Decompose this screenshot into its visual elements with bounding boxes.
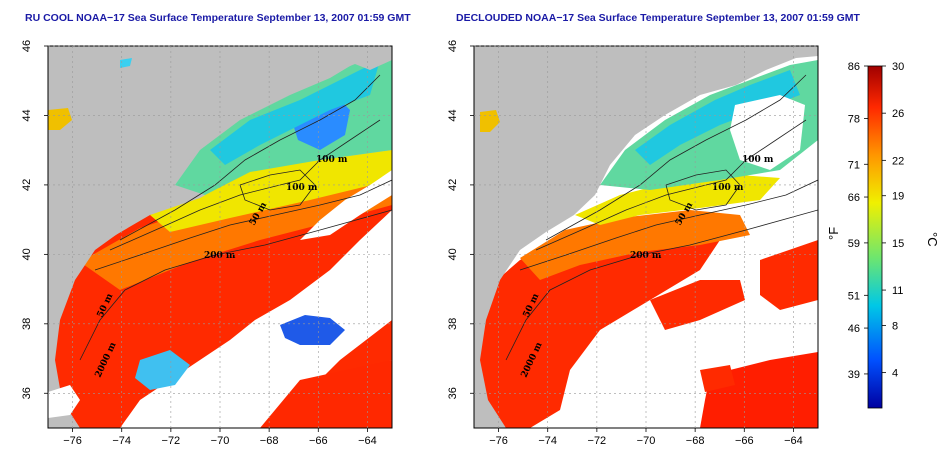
- colorbar-celsius-tick-label: 4: [892, 368, 898, 380]
- colorbar-celsius-tick-label: 19: [892, 191, 904, 203]
- colorbar-fahrenheit-tick-label: 66: [848, 192, 860, 204]
- lon-tick-label: −68: [686, 435, 705, 447]
- ocean-yellow-band: [575, 175, 780, 225]
- lon-tick-label: −64: [784, 435, 803, 447]
- lat-tick-label: 40: [447, 248, 459, 260]
- lat-tick-label: 36: [21, 387, 33, 399]
- cloud-band-1: [120, 210, 392, 428]
- colorbar-fahrenheit-tick-label: 39: [848, 369, 860, 381]
- lon-tick-label: −74: [112, 435, 131, 447]
- land-nova-scotia: [330, 46, 392, 70]
- colorbar-fahrenheit-label: °F: [826, 227, 841, 240]
- lat-tick-label: 38: [447, 318, 459, 330]
- lon-tick-label: −70: [211, 435, 230, 447]
- colorbar-celsius-tick-label: 30: [892, 61, 904, 73]
- cloud-blue-patch: [280, 315, 345, 345]
- lon-tick-label: −66: [309, 435, 328, 447]
- ocean-warm-patch-c: [650, 280, 745, 330]
- colorbar-celsius-tick-label: 11: [892, 285, 903, 297]
- ocean-warm-patch-sw: [700, 365, 735, 392]
- land-small-island-2: [48, 108, 72, 130]
- lat-tick-label: 42: [447, 179, 459, 191]
- contour-line-200m: [519, 179, 818, 271]
- map-panel-left: 100 m 100 m 50 m 200 m 50 m 2000 m: [47, 45, 393, 429]
- contour-line-2000m: [79, 209, 392, 361]
- lat-tick-label: 42: [21, 179, 33, 191]
- ocean-declouded-gap: [730, 95, 805, 170]
- graticule-gridlines: [44, 45, 818, 432]
- ocean-orange-band: [520, 210, 750, 280]
- lat-tick-label: 44: [447, 109, 459, 121]
- lon-tick-label: −66: [735, 435, 754, 447]
- colorbar-celsius-tick-label: 26: [892, 108, 904, 120]
- contour-label: 100 m: [286, 183, 318, 193]
- lon-tick-label: −72: [588, 435, 607, 447]
- ocean-orange-band: [80, 170, 392, 290]
- ocean-warm-southeast: [260, 360, 392, 428]
- ocean-yellow-band: [150, 150, 392, 232]
- map-panel-right: 100 m 100 m 50 m 200 m 50 m 2000 m: [473, 45, 819, 429]
- lon-tick-label: −76: [63, 435, 82, 447]
- ocean-cyan-core: [635, 70, 800, 165]
- colorbar-fahrenheit-tick-label: 78: [848, 113, 860, 125]
- panel-right-title: DECLOUDED NOAA−17 Sea Surface Temperatur…: [456, 12, 860, 24]
- colorbar-celsius-tick-label: 15: [892, 238, 904, 250]
- land-coast-us: [48, 46, 392, 428]
- colorbar-celsius-label: °C: [925, 232, 940, 247]
- panel-left-title: RU COOL NOAA−17 Sea Surface Temperature …: [25, 12, 411, 24]
- lat-tick-label: 44: [21, 109, 33, 121]
- contour-georges-bank: [239, 169, 316, 211]
- contour-line-2000m: [505, 209, 818, 361]
- ocean-cyan-core: [210, 60, 380, 165]
- contour-line-50m: [545, 74, 807, 241]
- cloud-patch-3: [48, 385, 80, 418]
- cloud-band-2: [300, 170, 392, 240]
- contour-line-200m: [94, 179, 392, 271]
- lon-tick-label: −74: [538, 435, 557, 447]
- colorbar-fahrenheit-tick-label: 51: [848, 290, 860, 302]
- colorbar-celsius-tick-label: 8: [892, 320, 898, 332]
- lon-tick-label: −68: [260, 435, 279, 447]
- lat-tick-label: 46: [21, 40, 33, 52]
- colorbar-fahrenheit-tick-label: 59: [848, 238, 860, 250]
- colorbar-gradient: [867, 65, 883, 409]
- colorbar-fahrenheit-tick-label: 46: [848, 323, 860, 335]
- lat-tick-label: 40: [21, 248, 33, 260]
- colorbar-fahrenheit-tick-label: 71: [848, 159, 860, 171]
- contour-label: 100 m: [742, 155, 774, 165]
- contour-label: 100 m: [316, 155, 348, 165]
- contour-label: 100 m: [712, 183, 744, 193]
- cloud-blue-patch-2: [135, 350, 190, 390]
- axis-tick-labels: −76 −74 −72 −70 −68 −66 −64 36 38 40 42 44 46 −76 −74 −…: [21, 40, 803, 447]
- ocean-warm-patch-e: [760, 240, 818, 310]
- land-small-island-1: [120, 58, 132, 68]
- lon-tick-label: −76: [489, 435, 508, 447]
- lon-tick-label: −70: [637, 435, 656, 447]
- lat-tick-label: 46: [447, 40, 459, 52]
- contour-line-50m: [119, 74, 381, 241]
- colorbar-fahrenheit-tick-label: 86: [848, 61, 860, 73]
- contour-georges-bank: [665, 169, 741, 211]
- lon-tick-label: −64: [358, 435, 377, 447]
- colorbar-ticks: 30 26 22 19 15 11 8 4 86 78 71 66 59 51 46 39: [848, 61, 905, 381]
- colorbar: °F °C 30 26 22 19 15 11 8 4 86 78 71 66 59 51 46 39: [826, 61, 940, 409]
- lat-tick-label: 36: [447, 387, 459, 399]
- land-coast-us: [474, 46, 818, 428]
- lon-tick-label: −72: [162, 435, 181, 447]
- lat-tick-label: 38: [21, 318, 33, 330]
- colorbar-celsius-tick-label: 22: [892, 155, 904, 167]
